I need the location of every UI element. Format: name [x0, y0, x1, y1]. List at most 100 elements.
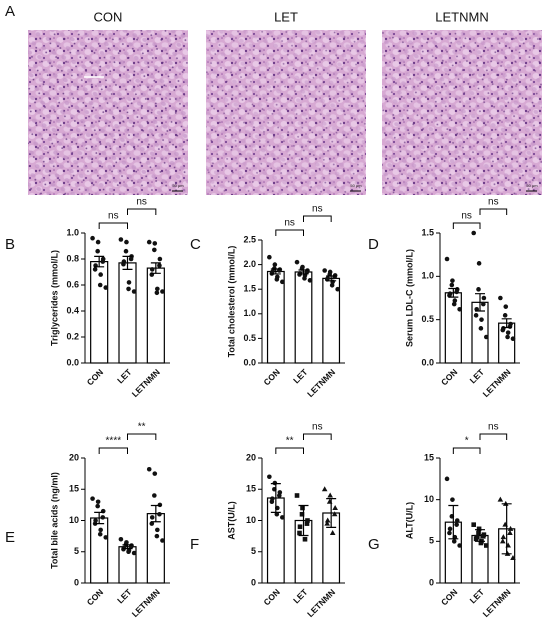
panel-label: A	[5, 3, 15, 20]
data-point	[95, 239, 101, 245]
data-point	[154, 533, 160, 539]
data-point	[507, 530, 513, 535]
x-tick-label: LETNMN	[305, 587, 337, 619]
data-point	[294, 493, 300, 498]
data-point	[454, 518, 460, 523]
data-point	[274, 277, 280, 282]
data-point	[304, 269, 310, 275]
bar	[146, 267, 165, 364]
error-bar	[150, 262, 161, 274]
data-point	[155, 527, 160, 533]
error-bar	[94, 511, 105, 525]
x-tick-label: LETNMN	[481, 367, 513, 399]
data-point	[507, 525, 514, 531]
data-point	[329, 282, 335, 288]
significance-bracket	[127, 433, 157, 440]
bar-chart: C 0.0 0.5 1.0 1.5 2.0 2.5 Total cholesterol (mm…	[190, 204, 345, 399]
error-bar	[501, 503, 512, 555]
data-point	[103, 285, 109, 290]
y-tick-label: 0.6	[66, 279, 79, 289]
data-point	[454, 289, 459, 295]
y-tick-label: 10	[69, 515, 79, 525]
significance-label: **	[286, 436, 294, 447]
data-point	[100, 259, 106, 264]
histology-let	[206, 30, 366, 195]
significance-bracket	[479, 208, 508, 215]
data-point	[302, 276, 307, 281]
y-tick-label: 0.0	[421, 357, 434, 367]
y-tick-label: 0.0	[243, 357, 256, 367]
data-point	[126, 286, 131, 292]
significance-bracket	[452, 222, 481, 229]
data-point	[304, 521, 310, 526]
x-tick-label: LET	[115, 586, 134, 605]
data-point	[481, 534, 486, 539]
data-point	[332, 274, 337, 280]
error-bar	[448, 287, 459, 298]
data-point	[131, 289, 137, 294]
y-tick-label: 0	[429, 577, 434, 587]
x-tick-label: LETNMN	[130, 367, 162, 399]
data-point	[481, 301, 486, 307]
data-point	[152, 471, 158, 476]
significance-bracket	[98, 447, 128, 454]
data-point	[90, 235, 95, 241]
y-tick-label: 1.5	[243, 284, 256, 294]
data-point	[447, 530, 452, 536]
significance-bracket	[479, 433, 508, 440]
data-point	[499, 538, 506, 544]
x-tick-label: CON	[261, 587, 281, 607]
y-tick-label: 0	[251, 577, 256, 587]
y-tick-label: 1.0	[421, 271, 434, 281]
data-point	[90, 496, 95, 501]
bar	[90, 261, 109, 364]
data-point	[452, 298, 458, 303]
data-point	[118, 237, 124, 242]
significance-label: ns	[488, 422, 499, 433]
error-bar	[475, 293, 485, 312]
data-point	[267, 254, 272, 260]
image-title: LET	[274, 9, 298, 24]
data-point	[146, 239, 152, 245]
data-point	[449, 282, 455, 288]
data-point	[510, 555, 516, 560]
data-point	[146, 466, 152, 472]
data-point	[97, 282, 103, 288]
significance-label: ****	[106, 436, 122, 447]
data-point	[152, 493, 157, 498]
data-point	[154, 290, 160, 296]
significance-label: **	[138, 422, 146, 433]
data-point	[280, 279, 285, 285]
significance-bracket	[303, 433, 332, 440]
significance-label: ns	[312, 204, 323, 215]
y-tick-label: 1.5	[421, 227, 434, 237]
y-tick-label: 1.0	[243, 308, 256, 318]
x-tick-label: LETNMN	[130, 587, 162, 619]
data-point	[451, 539, 457, 544]
data-point	[476, 287, 481, 292]
data-point	[305, 518, 310, 523]
data-point	[95, 248, 100, 254]
x-tick-label: LET	[468, 586, 487, 605]
y-tick-label: 15	[424, 452, 434, 462]
data-point	[95, 503, 100, 509]
data-point	[294, 259, 300, 265]
y-tick-label: 2.0	[243, 259, 256, 269]
error-bar	[94, 255, 105, 268]
significance-bracket	[452, 447, 481, 454]
data-point	[280, 515, 285, 520]
error-bar	[270, 268, 281, 275]
significance-label: ns	[136, 197, 147, 208]
data-point	[473, 313, 479, 318]
y-tick-label: 0	[74, 577, 79, 587]
data-point	[500, 534, 507, 540]
y-tick-label: 0.2	[66, 331, 79, 341]
significance-bracket	[127, 208, 157, 215]
data-point	[510, 336, 516, 342]
data-point	[324, 517, 331, 523]
data-point	[484, 543, 489, 548]
data-point	[502, 313, 508, 318]
data-point	[471, 230, 477, 236]
